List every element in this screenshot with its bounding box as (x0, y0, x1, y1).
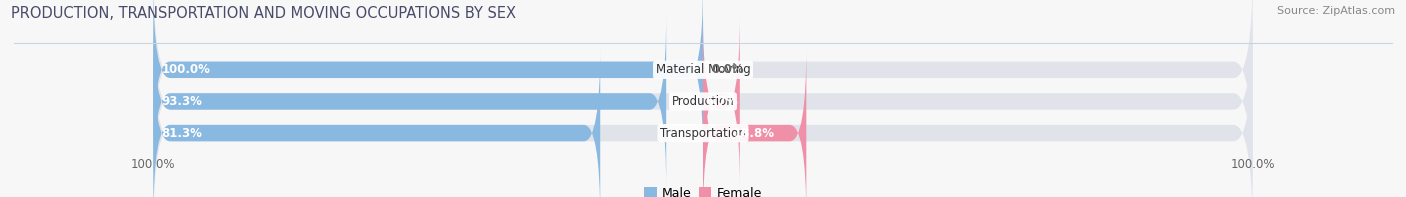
Text: Transportation: Transportation (661, 127, 745, 140)
Text: 6.7%: 6.7% (704, 95, 738, 108)
Text: 100.0%: 100.0% (162, 63, 211, 76)
Text: 18.8%: 18.8% (734, 127, 775, 140)
Legend: Male, Female: Male, Female (640, 182, 766, 197)
FancyBboxPatch shape (153, 0, 703, 156)
FancyBboxPatch shape (153, 31, 1253, 197)
FancyBboxPatch shape (153, 46, 600, 197)
FancyBboxPatch shape (153, 0, 1253, 172)
FancyBboxPatch shape (703, 46, 806, 197)
Text: 93.3%: 93.3% (162, 95, 202, 108)
Text: PRODUCTION, TRANSPORTATION AND MOVING OCCUPATIONS BY SEX: PRODUCTION, TRANSPORTATION AND MOVING OC… (11, 6, 516, 21)
Text: 0.0%: 0.0% (711, 63, 744, 76)
Text: Production: Production (672, 95, 734, 108)
FancyBboxPatch shape (153, 0, 1253, 197)
FancyBboxPatch shape (153, 15, 666, 188)
Text: Source: ZipAtlas.com: Source: ZipAtlas.com (1277, 6, 1395, 16)
Text: Material Moving: Material Moving (655, 63, 751, 76)
Text: 81.3%: 81.3% (162, 127, 202, 140)
FancyBboxPatch shape (703, 15, 740, 188)
